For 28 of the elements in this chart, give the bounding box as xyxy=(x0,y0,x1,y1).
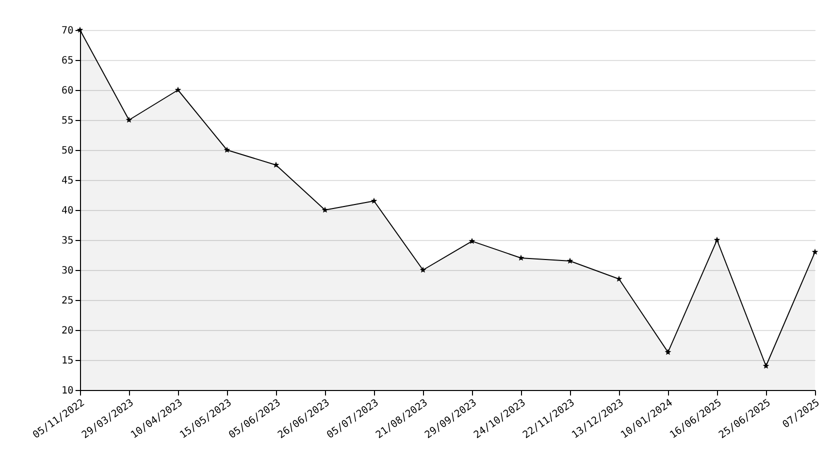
y-tick-label: 25 xyxy=(61,296,74,306)
point xyxy=(224,146,230,153)
point xyxy=(616,276,622,282)
point xyxy=(272,162,280,168)
point xyxy=(126,116,132,123)
y-tick-label: 45 xyxy=(61,176,74,186)
point xyxy=(468,238,476,244)
y-tick-label: 55 xyxy=(61,116,74,126)
y-tick-label: 65 xyxy=(61,56,74,66)
point xyxy=(714,236,720,243)
point xyxy=(370,198,378,204)
y-tick-label: 15 xyxy=(61,356,74,366)
point xyxy=(518,254,524,261)
y-tick-label: 70 xyxy=(61,26,74,36)
y-tick-label: 20 xyxy=(61,326,74,336)
y-tick-label: 50 xyxy=(61,146,74,156)
point xyxy=(762,362,770,369)
point xyxy=(566,258,574,264)
y-tick-label: 35 xyxy=(61,236,74,246)
point xyxy=(812,248,818,255)
point xyxy=(664,348,672,355)
y-tick-label: 10 xyxy=(61,386,74,396)
y-tick-label: 30 xyxy=(61,266,74,276)
point xyxy=(420,266,426,273)
y-tick-label: 40 xyxy=(61,206,74,216)
y-tick-label: 60 xyxy=(61,86,74,96)
point xyxy=(174,86,182,93)
point xyxy=(322,206,328,213)
